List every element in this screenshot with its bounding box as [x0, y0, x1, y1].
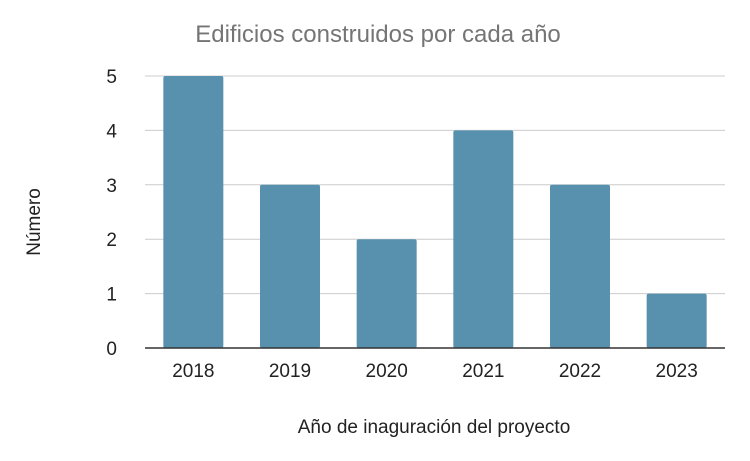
x-tick-label: 2023 [656, 361, 698, 382]
gridlines [145, 75, 725, 295]
y-tick-label: 2 [106, 230, 117, 251]
bars [163, 76, 707, 348]
x-axis-label: Año de inaguración del proyecto [298, 417, 571, 438]
y-tick-label: 5 [106, 67, 117, 88]
bar-2022 [550, 184, 610, 348]
x-tick-labels: 2018 2019 2020 2021 2022 2023 [172, 361, 698, 382]
x-tick-label: 2021 [462, 361, 504, 382]
x-tick-label: 2019 [269, 361, 311, 382]
y-tick-labels: 0 1 2 3 4 5 [106, 67, 117, 360]
y-tick-label: 4 [106, 121, 117, 142]
bar-2019 [260, 184, 320, 348]
x-tick-label: 2022 [559, 361, 601, 382]
bar-2020 [356, 239, 417, 348]
x-tick-label: 2020 [366, 361, 408, 382]
bar-2023 [646, 293, 707, 348]
bar-2021 [453, 130, 514, 348]
y-tick-label: 3 [106, 176, 117, 197]
y-axis-label: Número [24, 188, 45, 256]
y-tick-label: 0 [106, 339, 117, 360]
bar-2018 [163, 76, 224, 348]
y-tick-label: 1 [106, 285, 117, 306]
chart-title: Edificios construidos por cada año [195, 21, 561, 48]
x-tick-label: 2018 [172, 361, 214, 382]
